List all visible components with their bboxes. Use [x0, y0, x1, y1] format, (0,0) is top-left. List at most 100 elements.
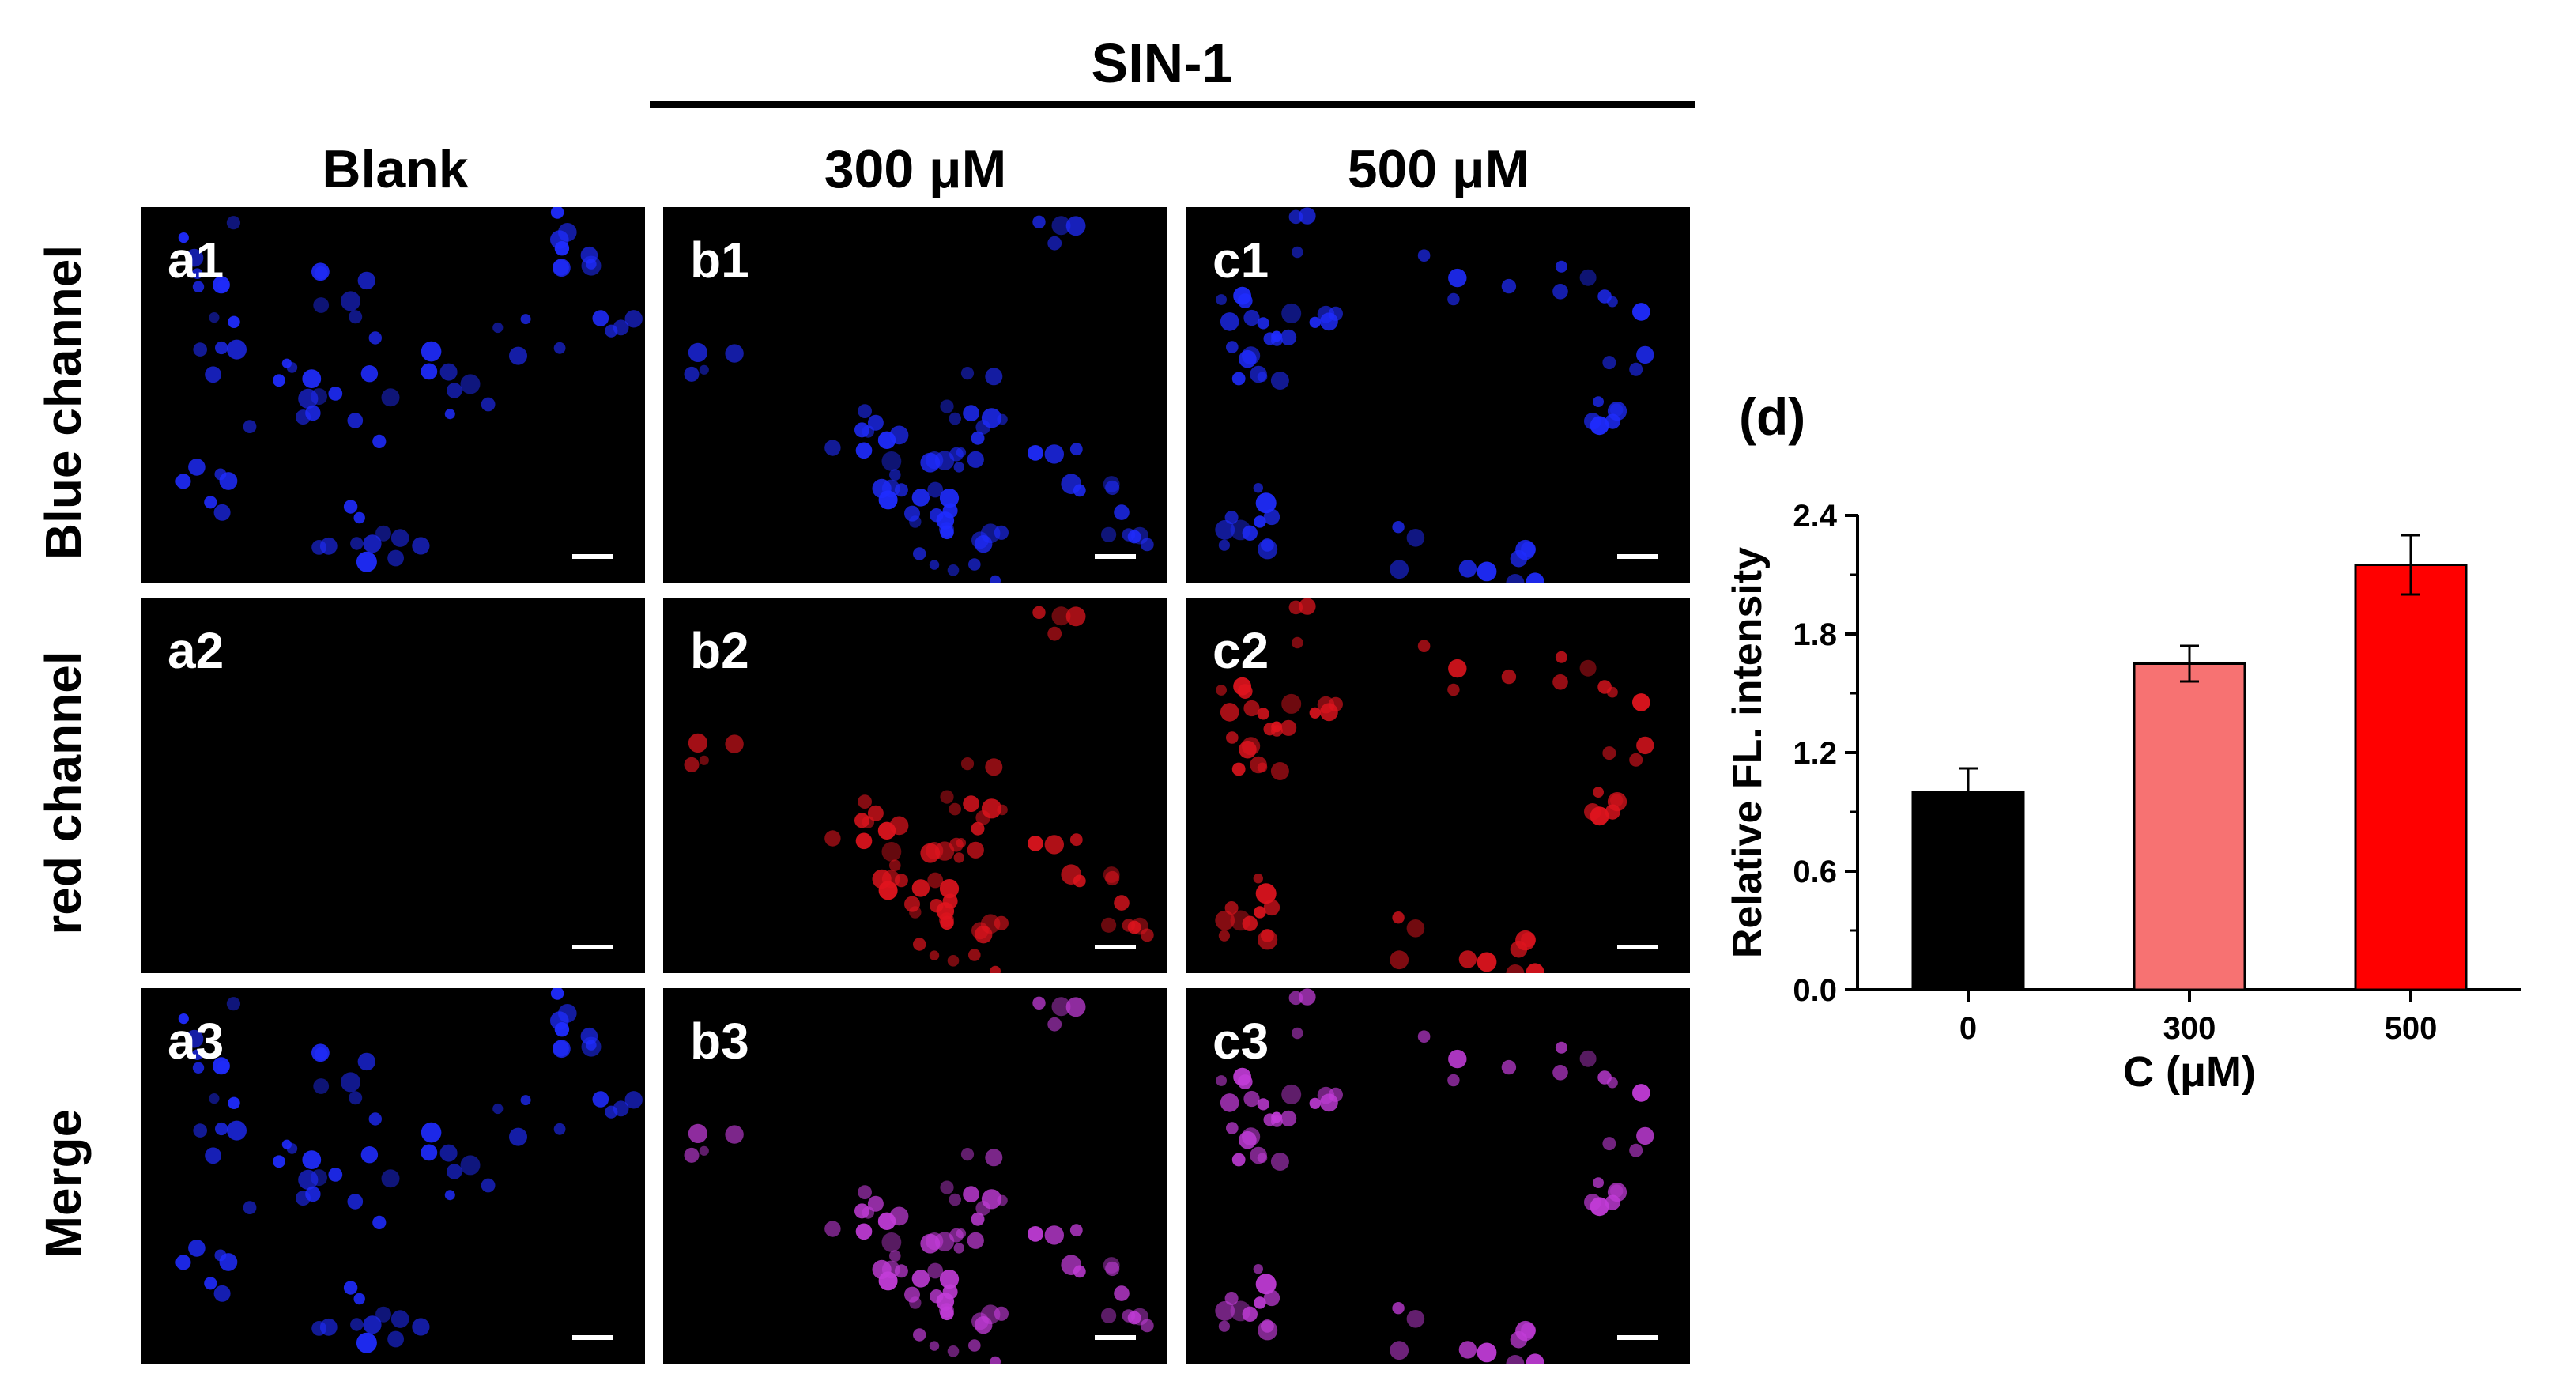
cell-dot	[889, 816, 909, 836]
cell-dot	[878, 490, 898, 510]
cell-dot	[363, 1315, 382, 1334]
cell-dot	[1292, 1027, 1303, 1040]
cell-dot	[412, 537, 430, 555]
panel-label: a2	[168, 622, 224, 679]
cell-dot	[1114, 504, 1130, 520]
cell-dot	[204, 1277, 217, 1290]
cell-dot	[894, 874, 908, 888]
cell-dot	[1218, 1320, 1230, 1332]
cell-dot	[1593, 1177, 1604, 1188]
cell-dot	[1258, 930, 1278, 950]
y-tick-label: 2.4	[1793, 499, 1837, 534]
cell-dot	[881, 1232, 902, 1252]
cell-dot	[1501, 1059, 1517, 1075]
cell-dot	[175, 1255, 191, 1270]
panel-label: b1	[690, 232, 749, 289]
panel-a2: a2	[141, 598, 645, 973]
cell-dot	[927, 872, 944, 889]
cell-dot	[1292, 636, 1303, 649]
cell-dot	[1224, 1292, 1239, 1305]
cell-dot	[904, 896, 920, 912]
cell-dot	[889, 859, 901, 871]
cell-dot	[185, 1029, 204, 1048]
cell-dot	[1253, 483, 1263, 493]
cell-dot	[940, 1306, 954, 1321]
cell-dot	[444, 1190, 455, 1201]
cell-dot	[1281, 693, 1302, 714]
cell-dot	[889, 1206, 909, 1226]
cell-dot	[188, 1240, 206, 1257]
cell-dot	[1233, 677, 1251, 696]
cell-dot	[227, 339, 247, 360]
cell-dot	[971, 431, 985, 445]
cell-dot	[214, 468, 227, 481]
cell-dot	[1597, 680, 1612, 694]
cell-dot	[985, 758, 1003, 776]
cell-dot	[624, 310, 643, 328]
cell-dot	[911, 879, 930, 897]
cell-dot	[1552, 674, 1568, 690]
cell-dot	[1270, 1153, 1289, 1171]
cell-dot	[1255, 883, 1277, 904]
cell-dot	[1254, 1296, 1266, 1309]
cell-dot	[1242, 915, 1258, 931]
cell-dot	[1607, 792, 1627, 812]
cell-dot	[1417, 249, 1431, 262]
cell-dot	[967, 841, 984, 859]
cell-dot	[1458, 1341, 1477, 1359]
cell-dot	[1392, 1302, 1405, 1315]
cell-dot	[1069, 443, 1083, 456]
cell-dot	[1258, 1320, 1278, 1341]
cell-dot	[390, 529, 409, 547]
cell-dot	[550, 988, 564, 1000]
x-tick-label: 300	[2163, 1011, 2216, 1046]
cell-dot	[960, 757, 975, 771]
cell-dot	[940, 399, 954, 413]
cell-dot	[1299, 207, 1316, 225]
cell-dot	[1263, 1289, 1280, 1307]
cell-dot	[1226, 731, 1239, 744]
cell-dot	[353, 1293, 365, 1305]
cell-dot	[1242, 1127, 1261, 1146]
cell-dot	[1299, 598, 1316, 615]
cell-dot	[520, 314, 531, 325]
cell-dot	[481, 397, 496, 412]
cell-dot	[412, 1318, 430, 1336]
cell-dot	[1602, 746, 1616, 760]
cell-dot	[1073, 874, 1086, 888]
cell-dot	[243, 1201, 257, 1214]
cell-dot	[949, 1193, 961, 1206]
cell-dot	[178, 232, 189, 243]
cell-dot	[1122, 1309, 1136, 1323]
panel-c3: c3	[1186, 988, 1690, 1364]
panel-label: c2	[1213, 622, 1269, 679]
cell-dot	[920, 452, 941, 473]
cell-dot	[298, 1169, 319, 1190]
panel-b1: b1	[663, 207, 1167, 583]
cell-dot	[1257, 1098, 1269, 1111]
cell-dot	[1032, 996, 1046, 1010]
cell-dot	[1231, 372, 1246, 386]
cell-dot	[520, 1095, 531, 1106]
cell-dot	[909, 515, 922, 528]
cell-dot	[967, 1232, 984, 1249]
cell-dot	[228, 315, 240, 328]
cell-dot	[920, 1233, 941, 1254]
cell-dot	[1032, 215, 1046, 228]
cell-dot	[1051, 997, 1071, 1017]
cell-dot	[1230, 910, 1251, 931]
cell-dot	[313, 1078, 330, 1094]
cell-dot	[1250, 756, 1267, 774]
cell-dot	[858, 794, 872, 809]
panel-label: c3	[1213, 1013, 1269, 1070]
cell-dot	[688, 342, 707, 362]
cell-dot	[1552, 1065, 1568, 1081]
scale-bar	[572, 554, 613, 559]
cell-dot	[1243, 1090, 1260, 1108]
bar-chart: (d) 0.0 0.6 1.2 1.8 2.4 0 300 500 Relative FL. …	[1725, 387, 2521, 1096]
row-header-blue: Blue channel	[35, 244, 92, 560]
cell-dot	[1555, 1041, 1567, 1054]
cell-dot	[1555, 260, 1567, 273]
cell-dot	[350, 537, 364, 550]
cell-dot	[1607, 1183, 1627, 1202]
